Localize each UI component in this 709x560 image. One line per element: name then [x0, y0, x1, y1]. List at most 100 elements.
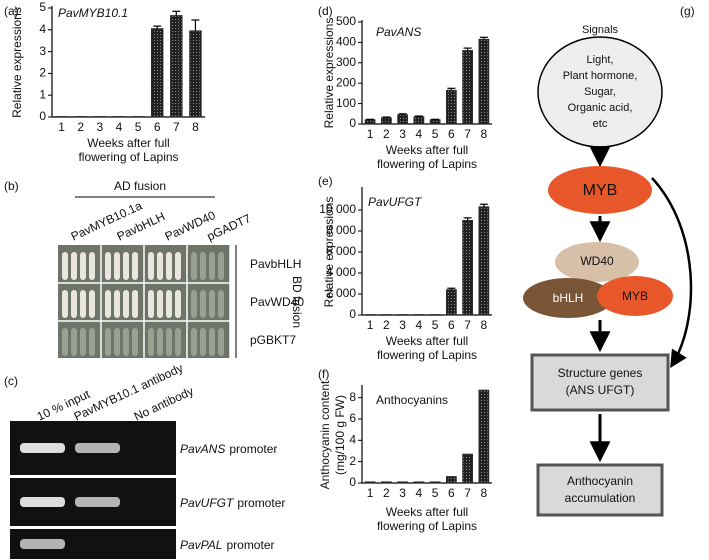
result-label: Anthocyanin — [567, 474, 633, 488]
bar — [478, 38, 490, 125]
error-bar — [414, 115, 423, 117]
x-tick-label: 5 — [432, 318, 439, 332]
x-axis-label: Weeks after full — [386, 505, 468, 519]
y-tick-label: 1 — [39, 87, 46, 101]
colony-streak — [200, 290, 206, 318]
colony-streak — [166, 252, 172, 280]
x-tick-label: 4 — [416, 318, 423, 332]
lane-label: PavMYB10.1 antibody — [72, 361, 186, 424]
colony-streak — [175, 252, 181, 280]
gene-name: PavPAL — [180, 538, 222, 552]
colony-streak — [89, 252, 95, 280]
colony-streak — [209, 328, 215, 356]
panel-label: (f) — [318, 367, 329, 381]
colony-streak — [71, 252, 77, 280]
signal-item: etc — [593, 118, 608, 130]
bar — [381, 117, 392, 125]
y-tick-label: 8 000 — [326, 223, 356, 237]
bar — [413, 116, 425, 125]
panel-label: (e) — [318, 174, 333, 188]
y-tick-label: 300 — [336, 55, 356, 69]
y-tick-label: 4 — [349, 433, 356, 447]
gel-label: PavPAL promoter — [180, 538, 275, 552]
colony-streak — [166, 290, 172, 318]
header: AD fusion — [114, 179, 166, 193]
bar — [413, 314, 425, 316]
y-tick-label: 0 — [39, 109, 46, 123]
colony-streak — [89, 328, 95, 356]
y-tick-label: 5 — [39, 0, 46, 14]
y-axis-label: Relative expressions — [322, 197, 336, 308]
gel-band — [20, 443, 65, 453]
colony-streak — [71, 328, 77, 356]
bar — [364, 119, 376, 125]
y-tick-label: 2 — [39, 66, 46, 80]
colony-streak — [105, 290, 111, 318]
colony-streak — [218, 252, 224, 280]
gel-band — [20, 497, 65, 507]
row-label: PavWD40 — [250, 295, 304, 309]
colony-streak — [62, 252, 68, 280]
bar — [478, 206, 490, 316]
myb-node-2 — [597, 276, 673, 316]
y-tick-label: 400 — [336, 35, 356, 49]
structure-box — [530, 353, 670, 412]
x-tick-label: 6 — [154, 120, 161, 134]
gel-band — [75, 443, 120, 453]
row-label: pGBKT7 — [250, 333, 296, 347]
bar — [397, 114, 408, 125]
error-bar — [153, 25, 162, 29]
x-axis-label: Weeks after full — [87, 136, 169, 150]
bar — [112, 116, 126, 118]
y-tick-label: 8 — [349, 390, 356, 404]
error-bar — [447, 287, 456, 290]
y-tick-label: 6 — [349, 411, 356, 425]
y-tick-label: 3 — [39, 44, 46, 58]
y-tick-label: 10 000 — [319, 202, 356, 216]
x-tick-label: 2 — [77, 120, 84, 134]
bar — [150, 28, 164, 118]
gene-name: PavANS — [180, 442, 225, 456]
colony-streak — [123, 290, 129, 318]
x-tick-label: 4 — [416, 486, 423, 500]
colony-streak — [148, 290, 154, 318]
x-axis-label: Weeks after full — [386, 334, 468, 348]
signal-item: Organic acid, — [568, 102, 633, 114]
colony-streak — [218, 328, 224, 356]
error-bar — [463, 217, 472, 221]
colony-streak — [218, 290, 224, 318]
x-tick-label: 6 — [448, 486, 455, 500]
colony-streak — [200, 252, 206, 280]
result-label: accumulation — [565, 491, 636, 505]
x-tick-label: 1 — [367, 318, 374, 332]
bar — [429, 119, 441, 125]
panel-label: (g) — [680, 4, 695, 18]
y-axis-label: Relative expressions — [10, 7, 24, 118]
gel-band — [75, 497, 120, 507]
x-tick-label: 6 — [448, 127, 455, 141]
panel-label: (b) — [4, 179, 19, 193]
x-tick-label: 5 — [135, 120, 142, 134]
wd40-node — [555, 242, 639, 282]
gene-name: PavUFGT — [180, 496, 235, 510]
colony-streak — [200, 328, 206, 356]
y-tick-label: 6 000 — [326, 244, 356, 258]
chart-title: Anthocyanins — [376, 393, 448, 407]
bar — [429, 314, 441, 316]
label-suffix: promoter — [237, 496, 285, 510]
x-tick-label: 8 — [481, 318, 488, 332]
colony-streak — [80, 328, 86, 356]
bhlh-node — [523, 278, 613, 318]
signal-item: Light, — [587, 54, 614, 66]
y-axis-label: (mg/100 g FW) — [333, 395, 347, 475]
panel-label: (a) — [4, 4, 19, 18]
bar — [364, 314, 376, 316]
y-tick-label: 500 — [336, 14, 356, 28]
colony-streak — [132, 290, 138, 318]
label-suffix: promoter — [226, 538, 274, 552]
gel-label: PavUFGT promoter — [180, 496, 285, 510]
error-bar — [463, 47, 472, 51]
colony-streak — [114, 290, 120, 318]
colony-streak — [209, 252, 215, 280]
